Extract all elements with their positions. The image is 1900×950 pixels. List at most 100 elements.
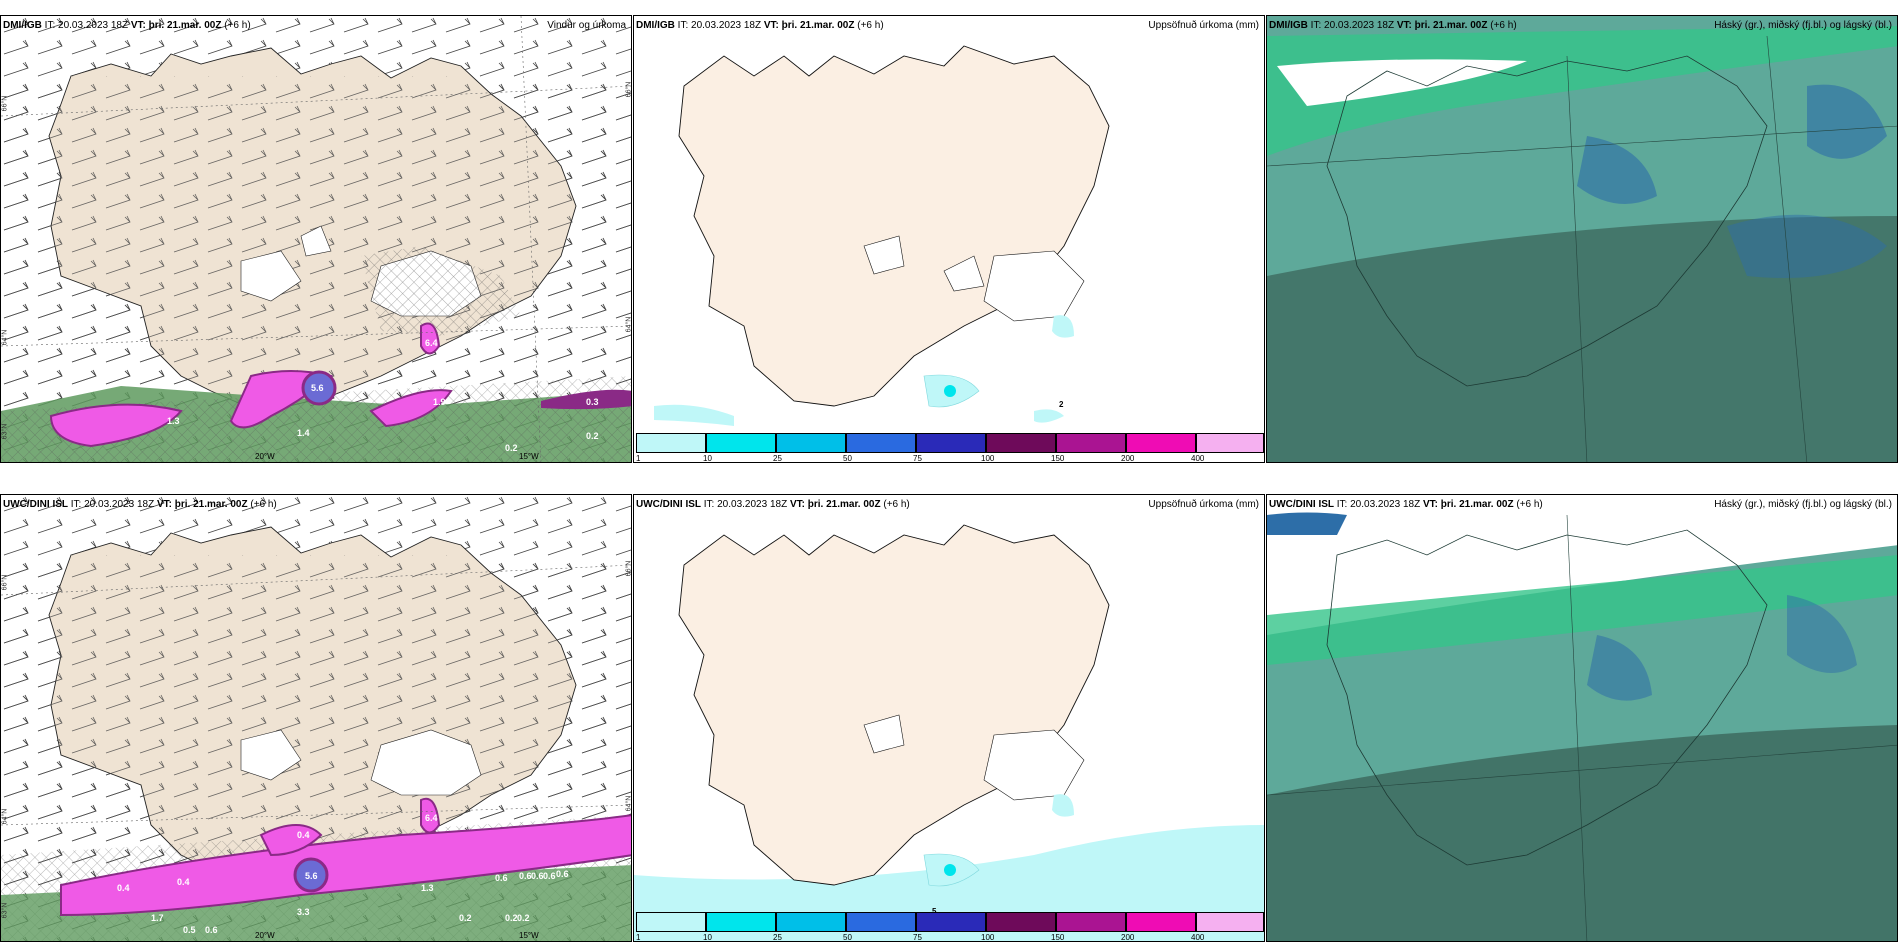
- colorbar-swatch: [1056, 433, 1126, 453]
- panel-header: DMI/IGB IT: 20.03.2023 18Z VT: þri. 21.m…: [636, 20, 1259, 31]
- lon-label-15w: 15°W: [519, 931, 539, 940]
- precip-value: 6.4: [425, 338, 438, 348]
- precip-value: 0.2: [586, 431, 599, 441]
- precip-value: 5.6: [311, 383, 324, 393]
- cloud-cover-map: [1267, 495, 1897, 941]
- valid-time: þri. 21.mar. 00Z: [1414, 20, 1488, 31]
- colorbar-swatch: [706, 433, 776, 453]
- panel-header: UWC/DINI ISL IT: 20.03.2023 18Z VT: þri.…: [3, 499, 277, 510]
- lat-label-64n: 64°N: [1, 808, 9, 825]
- model-name: DMI/IGB: [3, 20, 42, 31]
- lat-label-66n-right: 66°N: [625, 560, 632, 577]
- colorbar-swatch: [846, 433, 916, 453]
- lat-label-66n: 66°N: [1, 574, 9, 591]
- colorbar-tick: 1: [636, 933, 641, 942]
- panel-cloud-cover-uwc: UWC/DINI ISL IT: 20.03.2023 18Z VT: þri.…: [1266, 494, 1898, 942]
- accum-precip-map: [654, 45, 1110, 426]
- precip-value: 0.2: [517, 913, 530, 923]
- precip-value: 0.2: [505, 443, 518, 453]
- precip-value: 0.3: [586, 397, 599, 407]
- cloud-cover-map: [1267, 16, 1897, 462]
- colorbar-swatch: [636, 433, 706, 453]
- precip-value: 1.3: [167, 416, 180, 426]
- precip-value: 0.6: [519, 871, 532, 881]
- colorbar-tick: 25: [773, 454, 782, 463]
- init-time: 20.03.2023 18Z: [691, 20, 762, 31]
- colorbar-swatch: [1126, 433, 1196, 453]
- lead-time: (+6 h): [224, 20, 251, 31]
- lat-label-64n: 64°N: [1, 329, 9, 346]
- precip-value: 5.6: [305, 871, 318, 881]
- lon-label-20w: 20°W: [255, 452, 275, 461]
- panel-wind-precip-uwc: UWC/DINI ISL IT: 20.03.2023 18Z VT: þri.…: [0, 494, 632, 942]
- valid-time: þri. 21.mar. 00Z: [148, 20, 222, 31]
- colorbar-swatch: [1196, 433, 1264, 453]
- init-time: 20.03.2023 18Z: [1324, 20, 1395, 31]
- colorbar-tick: 50: [843, 933, 852, 942]
- lat-label-66n: 66°N: [1, 95, 9, 112]
- model-name: UWC/DINI ISL: [3, 499, 68, 510]
- colorbar-tick: 100: [981, 454, 995, 463]
- precip-value: 0.6: [205, 925, 218, 935]
- wind-precip-map: [1, 495, 631, 941]
- lat-label-63n: 63°N: [1, 902, 9, 919]
- colorbar-swatch: [1126, 912, 1196, 932]
- precip-value: 0.6: [531, 871, 544, 881]
- valid-time: þri. 21.mar. 00Z: [807, 499, 881, 510]
- colorbar-swatch: [776, 433, 846, 453]
- panel-title: Vindur og úrkoma: [547, 20, 626, 31]
- lead-time: (+6 h): [883, 499, 910, 510]
- panel-title: Uppsöfnuð úrkoma (mm): [1148, 20, 1259, 31]
- panel-header: DMI/IGB IT: 20.03.2023 18Z VT: þri. 21.m…: [3, 20, 626, 31]
- colorbar-tick: 75: [913, 454, 922, 463]
- colorbar-tick: 75: [913, 933, 922, 942]
- precip-value: 1.3: [421, 883, 434, 893]
- colorbar-swatch: [776, 912, 846, 932]
- precip-value: 1.9: [433, 397, 446, 407]
- panel-title: Háský (gr.), miðský (fj.bl.) og lágský (…: [1714, 20, 1892, 31]
- precip-colorbar: 1 10 25 50 75 100 150 200 400: [634, 912, 1264, 942]
- colorbar-swatch: [1056, 912, 1126, 932]
- iceland-land: [678, 45, 1110, 407]
- lat-label-63n: 63°N: [1, 423, 9, 440]
- valid-time: þri. 21.mar. 00Z: [1440, 499, 1514, 510]
- colorbar-swatch: [916, 912, 986, 932]
- colorbar-swatch: [636, 912, 706, 932]
- panel-header: DMI/IGB IT: 20.03.2023 18Z VT: þri. 21.m…: [1269, 20, 1892, 31]
- precip-value: 3.3: [297, 907, 310, 917]
- accum-precip-map: [634, 524, 1264, 941]
- precip-value: 1.4: [297, 428, 310, 438]
- panel-title: Uppsöfnuð úrkoma (mm): [1148, 499, 1259, 510]
- precip-value: 0.4: [297, 830, 310, 840]
- lead-time: (+6 h): [1516, 499, 1543, 510]
- init-time: 20.03.2023 18Z: [84, 499, 155, 510]
- panel-header: UWC/DINI ISL IT: 20.03.2023 18Z VT: þri.…: [636, 499, 1259, 510]
- precip-value: 0.6: [556, 869, 569, 879]
- colorbar-tick: 400: [1191, 454, 1205, 463]
- precip-value: 0.2: [505, 913, 518, 923]
- precip-value: 0.6: [495, 873, 508, 883]
- colorbar-swatch: [916, 433, 986, 453]
- precip-value: 1.7: [151, 913, 164, 923]
- colorbar-tick: 1: [636, 454, 641, 463]
- precip-value: 0.2: [459, 913, 472, 923]
- iceland-land: [678, 524, 1110, 886]
- precip-value: 0.5: [183, 925, 196, 935]
- precip-value: 0.4: [177, 877, 190, 887]
- colorbar-tick: 50: [843, 454, 852, 463]
- lat-label-66n-right: 66°N: [625, 81, 632, 98]
- precip-value: 6.4: [425, 813, 438, 823]
- model-name: UWC/DINI ISL: [636, 499, 701, 510]
- lon-label-20w: 20°W: [255, 931, 275, 940]
- colorbar-swatch: [1196, 912, 1264, 932]
- panel-title: Háský (gr.), miðský (fj.bl.) og lágský (…: [1714, 499, 1892, 510]
- colorbar-swatch: [706, 912, 776, 932]
- colorbar-tick: 200: [1121, 933, 1135, 942]
- colorbar-swatch: [846, 912, 916, 932]
- panel-wind-precip-dmi: DMI/IGB IT: 20.03.2023 18Z VT: þri. 21.m…: [0, 15, 632, 463]
- panel-cloud-cover-dmi: DMI/IGB IT: 20.03.2023 18Z VT: þri. 21.m…: [1266, 15, 1898, 463]
- precip-value: 0.4: [117, 883, 130, 893]
- model-name: UWC/DINI ISL: [1269, 499, 1334, 510]
- accum-value: 5: [932, 907, 936, 916]
- colorbar-tick: 400: [1191, 933, 1205, 942]
